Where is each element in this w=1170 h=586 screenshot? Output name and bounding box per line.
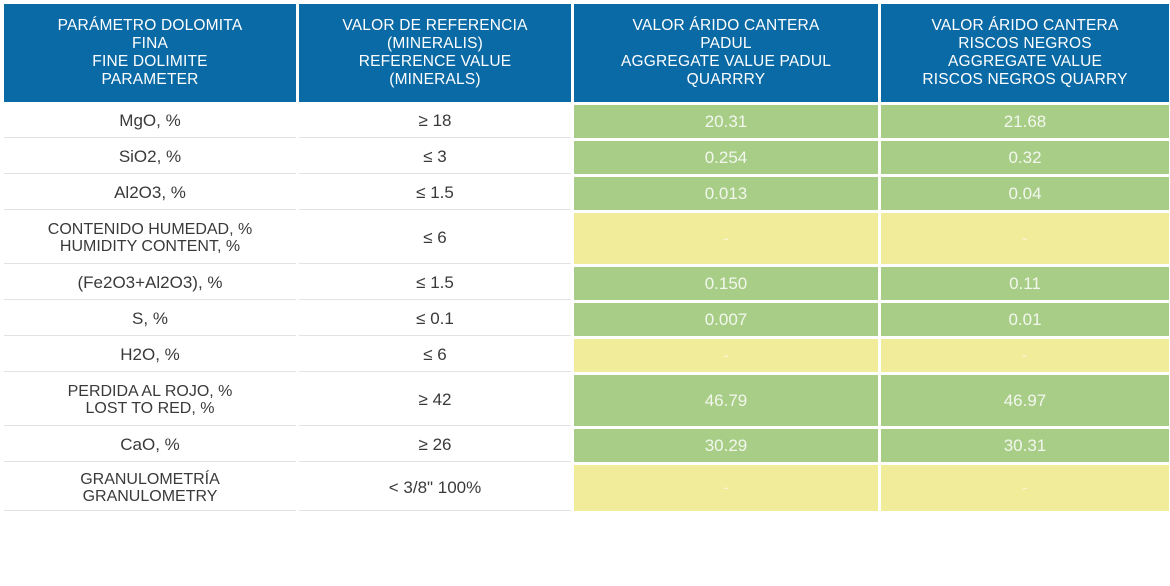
param-cell: Al2O3, % bbox=[4, 177, 296, 210]
param-cell: SiO2, % bbox=[4, 141, 296, 174]
riscos-value-cell: - bbox=[881, 213, 1169, 264]
table-row: Al2O3, % ≤ 1.5 0.013 0.04 bbox=[4, 177, 1169, 210]
table-row: H2O, % ≤ 6 - - bbox=[4, 339, 1169, 372]
param-cell: CONTENIDO HUMEDAD, % HUMIDITY CONTENT, % bbox=[4, 213, 296, 264]
riscos-value-cell: 0.01 bbox=[881, 303, 1169, 336]
reference-cell: ≤ 1.5 bbox=[299, 267, 571, 300]
padul-value-cell: - bbox=[574, 213, 878, 264]
header-reference-value: VALOR DE REFERENCIA (MINERALIS) REFERENC… bbox=[299, 4, 571, 102]
table-row: MgO, % ≥ 18 20.31 21.68 bbox=[4, 105, 1169, 138]
padul-value-cell: - bbox=[574, 465, 878, 511]
reference-cell: ≤ 1.5 bbox=[299, 177, 571, 210]
riscos-value-cell: 0.04 bbox=[881, 177, 1169, 210]
padul-value-cell: 0.254 bbox=[574, 141, 878, 174]
riscos-value-cell: - bbox=[881, 465, 1169, 511]
param-cell: H2O, % bbox=[4, 339, 296, 372]
reference-cell: ≤ 6 bbox=[299, 339, 571, 372]
padul-value-cell: 0.150 bbox=[574, 267, 878, 300]
riscos-value-cell: - bbox=[881, 339, 1169, 372]
spec-table-container: PARÁMETRO DOLOMITA FINA FINE DOLIMITE PA… bbox=[4, 4, 1169, 514]
padul-value-cell: 20.31 bbox=[574, 105, 878, 138]
reference-cell: ≤ 0.1 bbox=[299, 303, 571, 336]
table-row: (Fe2O3+Al2O3), % ≤ 1.5 0.150 0.11 bbox=[4, 267, 1169, 300]
param-cell: PERDIDA AL ROJO, % LOST TO RED, % bbox=[4, 375, 296, 426]
riscos-value-cell: 46.97 bbox=[881, 375, 1169, 426]
riscos-value-cell: 21.68 bbox=[881, 105, 1169, 138]
header-parameter: PARÁMETRO DOLOMITA FINA FINE DOLIMITE PA… bbox=[4, 4, 296, 102]
padul-value-cell: 46.79 bbox=[574, 375, 878, 426]
table-row: CaO, % ≥ 26 30.29 30.31 bbox=[4, 429, 1169, 462]
reference-cell: ≥ 26 bbox=[299, 429, 571, 462]
table-row: GRANULOMETRÍA GRANULOMETRY < 3/8" 100% -… bbox=[4, 465, 1169, 511]
reference-cell: < 3/8" 100% bbox=[299, 465, 571, 511]
header-padul-value: VALOR ÁRIDO CANTERA PADUL AGGREGATE VALU… bbox=[574, 4, 878, 102]
table-row: PERDIDA AL ROJO, % LOST TO RED, % ≥ 42 4… bbox=[4, 375, 1169, 426]
reference-cell: ≥ 42 bbox=[299, 375, 571, 426]
param-cell: S, % bbox=[4, 303, 296, 336]
table-row: SiO2, % ≤ 3 0.254 0.32 bbox=[4, 141, 1169, 174]
param-cell: GRANULOMETRÍA GRANULOMETRY bbox=[4, 465, 296, 511]
param-cell: (Fe2O3+Al2O3), % bbox=[4, 267, 296, 300]
param-cell: CaO, % bbox=[4, 429, 296, 462]
riscos-value-cell: 0.32 bbox=[881, 141, 1169, 174]
padul-value-cell: 30.29 bbox=[574, 429, 878, 462]
param-cell: MgO, % bbox=[4, 105, 296, 138]
header-riscos-negros-value: VALOR ÁRIDO CANTERA RISCOS NEGROS AGGREG… bbox=[881, 4, 1169, 102]
padul-value-cell: 0.013 bbox=[574, 177, 878, 210]
riscos-value-cell: 0.11 bbox=[881, 267, 1169, 300]
dolomite-spec-table: PARÁMETRO DOLOMITA FINA FINE DOLIMITE PA… bbox=[1, 1, 1170, 514]
reference-cell: ≤ 6 bbox=[299, 213, 571, 264]
reference-cell: ≥ 18 bbox=[299, 105, 571, 138]
header-row: PARÁMETRO DOLOMITA FINA FINE DOLIMITE PA… bbox=[4, 4, 1169, 102]
reference-cell: ≤ 3 bbox=[299, 141, 571, 174]
riscos-value-cell: 30.31 bbox=[881, 429, 1169, 462]
table-row: S, % ≤ 0.1 0.007 0.01 bbox=[4, 303, 1169, 336]
padul-value-cell: 0.007 bbox=[574, 303, 878, 336]
padul-value-cell: - bbox=[574, 339, 878, 372]
table-row: CONTENIDO HUMEDAD, % HUMIDITY CONTENT, %… bbox=[4, 213, 1169, 264]
